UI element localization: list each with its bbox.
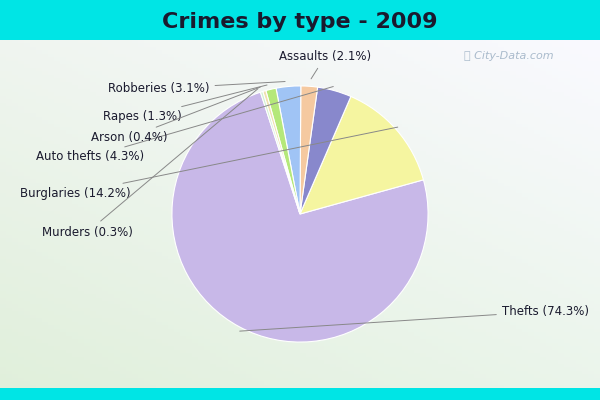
Wedge shape (300, 86, 317, 214)
Text: Auto thefts (4.3%): Auto thefts (4.3%) (36, 86, 333, 164)
Text: Arson (0.4%): Arson (0.4%) (91, 87, 260, 144)
Text: Thefts (74.3%): Thefts (74.3%) (240, 305, 589, 331)
Wedge shape (300, 87, 351, 214)
Text: Burglaries (14.2%): Burglaries (14.2%) (20, 127, 398, 200)
Wedge shape (300, 96, 424, 214)
Text: Robberies (3.1%): Robberies (3.1%) (108, 82, 285, 95)
Text: ⓘ City-Data.com: ⓘ City-Data.com (464, 51, 553, 61)
Wedge shape (263, 90, 300, 214)
Wedge shape (172, 92, 428, 342)
Text: Crimes by type - 2009: Crimes by type - 2009 (162, 12, 438, 32)
Text: Rapes (1.3%): Rapes (1.3%) (103, 85, 267, 123)
Wedge shape (266, 88, 300, 214)
Text: Murders (0.3%): Murders (0.3%) (42, 89, 258, 238)
Wedge shape (260, 92, 300, 214)
Wedge shape (276, 86, 301, 214)
Text: Assaults (2.1%): Assaults (2.1%) (279, 50, 371, 79)
